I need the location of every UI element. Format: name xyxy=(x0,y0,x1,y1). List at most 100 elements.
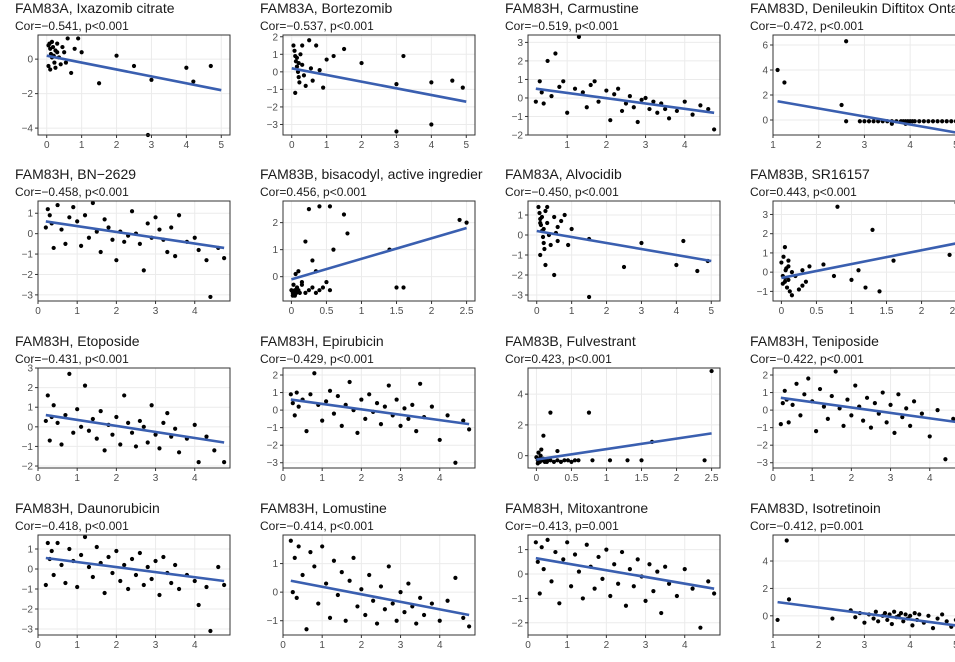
data-point xyxy=(538,252,543,258)
panel-title: FAM83A, Ixazomib citrate xyxy=(15,0,175,16)
data-point xyxy=(291,282,296,287)
data-point xyxy=(169,580,174,586)
correlation-label: Cor=−0.537, p<0.001 xyxy=(260,19,374,33)
x-tick-label: 3 xyxy=(862,640,868,651)
data-point xyxy=(367,572,372,578)
y-tick-label: −1 xyxy=(757,287,769,298)
data-point xyxy=(844,39,849,44)
data-point xyxy=(663,106,668,112)
data-point xyxy=(802,392,807,397)
data-point xyxy=(553,549,558,555)
data-point xyxy=(612,562,617,567)
data-point xyxy=(845,397,850,402)
data-point xyxy=(327,288,333,293)
y-tick-label: 0 xyxy=(272,406,278,417)
plot-frame xyxy=(772,534,955,636)
data-point xyxy=(55,50,60,55)
data-point xyxy=(548,458,553,463)
scatter-plot: 0 1 2 3 4 5 −3 −2 −1 0 1 xyxy=(512,200,721,317)
x-tick-label: 1.5 xyxy=(390,306,404,317)
data-point xyxy=(561,79,566,84)
panel-title: FAM83H, Lomustine xyxy=(260,500,387,516)
data-point xyxy=(775,67,780,73)
scatter-plot: 1 2 3 4 −2 −1 0 1 2 3 xyxy=(512,34,721,151)
data-point xyxy=(192,578,197,584)
data-point xyxy=(321,85,326,90)
data-point xyxy=(165,410,170,416)
data-point xyxy=(51,572,56,578)
data-point xyxy=(331,411,337,416)
x-tick-label: 0 xyxy=(44,140,50,151)
scatter-plot: 0 1 2 3 4 5 −3 −2 −1 0 1 2 xyxy=(267,32,476,151)
regression-line xyxy=(536,432,712,461)
data-point xyxy=(149,403,154,408)
data-point xyxy=(857,119,862,124)
data-point xyxy=(545,204,550,210)
data-point xyxy=(830,616,835,621)
regression-line xyxy=(45,220,225,250)
data-point xyxy=(586,294,592,300)
regression-line xyxy=(777,99,955,134)
data-point xyxy=(72,46,77,51)
y-tick-label: 1 xyxy=(272,50,278,61)
data-point xyxy=(153,215,158,220)
data-point xyxy=(947,252,952,257)
data-point xyxy=(327,204,333,209)
panel-title: FAM83H, Daunorubicin xyxy=(15,500,160,516)
scatter-plot: 0 0.5 1 1.5 2 2.5 0 2 4 xyxy=(517,367,721,484)
data-point xyxy=(533,540,538,545)
data-point xyxy=(917,119,922,124)
data-point xyxy=(294,595,299,600)
regression-line xyxy=(291,67,467,103)
data-point xyxy=(926,119,931,124)
y-tick-label: 1 xyxy=(517,211,523,222)
data-point xyxy=(690,586,695,591)
data-point xyxy=(864,395,870,400)
plot-frame xyxy=(37,367,231,469)
data-point xyxy=(324,581,329,586)
data-point xyxy=(674,262,679,268)
data-point xyxy=(63,60,69,65)
y-tick-label: 2 xyxy=(272,371,278,382)
data-point xyxy=(418,381,423,386)
data-point xyxy=(539,447,544,452)
data-point xyxy=(616,581,621,586)
data-point xyxy=(870,227,875,232)
scatter-panel: FAM83B, Fulvestrant Cor=0.423, p<0.001 0 0.… xyxy=(490,333,728,495)
data-point xyxy=(784,538,789,543)
data-point xyxy=(204,258,209,263)
data-point xyxy=(921,119,926,124)
data-point xyxy=(600,576,605,582)
data-point xyxy=(169,225,174,230)
x-tick-label: 2 xyxy=(114,473,120,484)
data-point xyxy=(343,618,348,623)
data-point xyxy=(901,619,906,624)
correlation-label: Cor=−0.422, p<0.001 xyxy=(750,352,864,366)
x-tick-label: 1 xyxy=(319,473,325,484)
x-tick-label: 3 xyxy=(153,306,159,317)
data-point xyxy=(327,388,333,393)
scatter-panel: FAM83H, Mitoxantrone Cor=−0.413, p=0.001 0… xyxy=(490,500,728,662)
data-point xyxy=(545,220,550,226)
regression-line xyxy=(535,556,715,590)
data-point xyxy=(43,225,48,230)
data-point xyxy=(300,43,305,48)
plot-area xyxy=(773,201,955,301)
x-tick-label: 0 xyxy=(525,640,531,651)
x-tick-label: 3 xyxy=(398,640,404,651)
y-tick-label: 3 xyxy=(762,210,768,221)
x-tick-label: 5 xyxy=(708,306,714,317)
data-point xyxy=(294,55,300,60)
data-point xyxy=(398,590,403,595)
data-point xyxy=(821,262,826,267)
y-tick-label: −2 xyxy=(22,462,34,473)
x-tick-label: 3 xyxy=(639,306,645,317)
data-point xyxy=(566,242,571,248)
data-point xyxy=(90,416,95,422)
data-point xyxy=(558,459,564,464)
data-point xyxy=(537,591,542,596)
data-point xyxy=(892,430,897,436)
data-point xyxy=(590,458,595,463)
y-tick-label: 2 xyxy=(762,371,768,382)
data-point xyxy=(549,94,554,99)
